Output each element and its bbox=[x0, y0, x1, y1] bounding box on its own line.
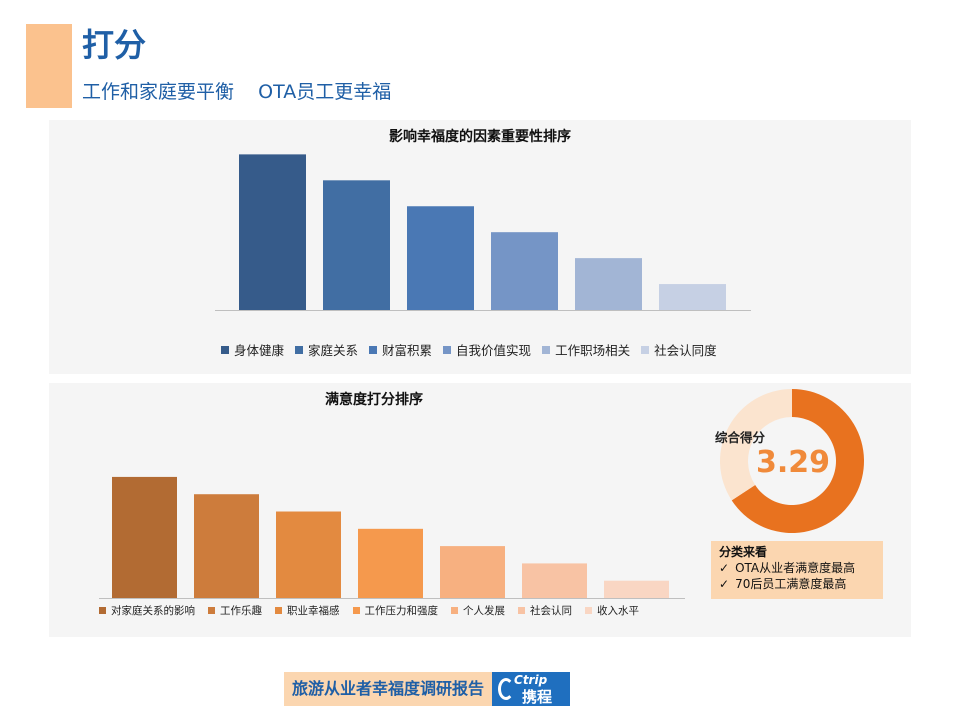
legend-swatch bbox=[295, 345, 304, 354]
ctrip-logo-icon bbox=[498, 678, 515, 700]
legend-swatch bbox=[352, 607, 360, 614]
bar-6 bbox=[659, 284, 726, 310]
category-summary-item-text: 70后员工满意度最高 bbox=[735, 577, 847, 591]
satisfaction-chart-legend: 对家庭关系的影响 工作乐趣 职业幸福感 工作压力和强度 个人发展 社会认同 收入水平 bbox=[99, 603, 652, 618]
bar-4 bbox=[491, 232, 558, 310]
importance-chart-panel: 影响幸福度的因素重要性排序 身体健康 家庭关系 财富积累 自我价值实现 工作职场相关 社会… bbox=[49, 120, 911, 374]
page-title: 打分 bbox=[82, 26, 147, 64]
legend-item: 工作乐趣 bbox=[208, 603, 262, 618]
legend-label: 社会认同 bbox=[530, 605, 572, 617]
satisfaction-bar-chart bbox=[99, 476, 685, 599]
legend-swatch bbox=[221, 345, 229, 354]
ctrip-logo-cn: 携程 bbox=[522, 688, 553, 706]
legend-label: 收入水平 bbox=[597, 605, 639, 617]
legend-item: 自我价值实现 bbox=[443, 340, 531, 359]
legend-swatch bbox=[208, 607, 215, 614]
satisfaction-chart-title: 满意度打分排序 bbox=[325, 392, 423, 408]
importance-bar-chart bbox=[215, 154, 751, 311]
legend-item: 工作职场相关 bbox=[542, 340, 630, 359]
overall-score-label: 综合得分 bbox=[715, 430, 766, 445]
donut-remaining-segment bbox=[720, 389, 792, 501]
legend-item: 财富积累 bbox=[369, 340, 432, 359]
bar-5 bbox=[575, 258, 642, 310]
overall-score-value: 3.29 bbox=[755, 445, 831, 480]
legend-label: 财富积累 bbox=[382, 343, 433, 358]
importance-chart-legend: 身体健康 家庭关系 财富积累 自我价值实现 工作职场相关 社会认同度 bbox=[221, 340, 728, 359]
legend-label: 个人发展 bbox=[463, 605, 505, 617]
category-summary-title: 分类来看 bbox=[719, 545, 768, 559]
category-summary-item: ✓ OTA从业者满意度最高 bbox=[719, 560, 875, 576]
legend-item: 收入水平 bbox=[585, 603, 639, 618]
legend-item: 社会认同度 bbox=[641, 340, 717, 359]
legend-item: 家庭关系 bbox=[295, 340, 358, 359]
legend-swatch bbox=[518, 607, 525, 614]
legend-swatch bbox=[275, 607, 282, 614]
legend-swatch bbox=[369, 345, 378, 354]
bar-2 bbox=[323, 180, 390, 310]
legend-label: 家庭关系 bbox=[308, 343, 359, 358]
page-subtitle: 工作和家庭要平衡 OTA员工更幸福 bbox=[82, 81, 392, 103]
legend-label: 职业幸福感 bbox=[287, 605, 340, 617]
report-footer: 旅游从业者幸福度调研报告 Ctrip 携程 bbox=[284, 672, 571, 706]
legend-item: 身体健康 bbox=[221, 340, 284, 359]
bar-6 bbox=[522, 563, 587, 598]
legend-label: 工作乐趣 bbox=[220, 605, 262, 617]
bar-3 bbox=[407, 206, 474, 310]
bar-1 bbox=[239, 154, 306, 310]
legend-label: 自我价值实现 bbox=[456, 343, 532, 358]
satisfaction-chart-panel: 满意度打分排序 对家庭关系的影响 工作乐趣 职业幸福感 工作压力和强度 个人发展 社会认同… bbox=[49, 383, 911, 637]
legend-swatch bbox=[451, 607, 458, 614]
legend-swatch bbox=[542, 345, 551, 354]
legend-label: 社会认同度 bbox=[654, 343, 717, 358]
legend-swatch bbox=[641, 345, 650, 354]
importance-chart-title: 影响幸福度的因素重要性排序 bbox=[389, 129, 571, 145]
legend-swatch bbox=[585, 607, 592, 614]
legend-swatch bbox=[99, 607, 106, 614]
title-accent-block bbox=[26, 24, 72, 108]
donut-score-segment bbox=[731, 389, 865, 533]
category-summary-item: ✓ 70后员工满意度最高 bbox=[719, 576, 875, 592]
legend-label: 身体健康 bbox=[234, 343, 285, 358]
ctrip-logo: Ctrip 携程 bbox=[492, 672, 571, 706]
overall-score-donut bbox=[720, 389, 865, 533]
legend-label: 工作压力和强度 bbox=[364, 605, 439, 617]
legend-item: 工作压力和强度 bbox=[352, 603, 439, 618]
bar-2 bbox=[194, 494, 259, 598]
ctrip-logo-en: Ctrip bbox=[514, 673, 548, 687]
bar-4 bbox=[358, 528, 423, 598]
bar-3 bbox=[276, 511, 341, 598]
bar-5 bbox=[440, 546, 505, 598]
legend-item: 对家庭关系的影响 bbox=[99, 603, 195, 618]
legend-swatch bbox=[443, 345, 452, 354]
check-icon: ✓ bbox=[719, 577, 730, 591]
legend-label: 工作职场相关 bbox=[555, 343, 631, 358]
bar-1 bbox=[112, 476, 177, 598]
category-summary-box: 分类来看 ✓ OTA从业者满意度最高 ✓ 70后员工满意度最高 bbox=[711, 541, 883, 599]
report-title: 旅游从业者幸福度调研报告 bbox=[284, 672, 493, 706]
legend-item: 职业幸福感 bbox=[275, 603, 340, 618]
legend-item: 社会认同 bbox=[518, 603, 572, 618]
check-icon: ✓ bbox=[719, 561, 730, 575]
legend-label: 对家庭关系的影响 bbox=[111, 605, 195, 617]
bar-7 bbox=[604, 580, 669, 598]
legend-item: 个人发展 bbox=[451, 603, 505, 618]
category-summary-item-text: OTA从业者满意度最高 bbox=[735, 561, 856, 575]
